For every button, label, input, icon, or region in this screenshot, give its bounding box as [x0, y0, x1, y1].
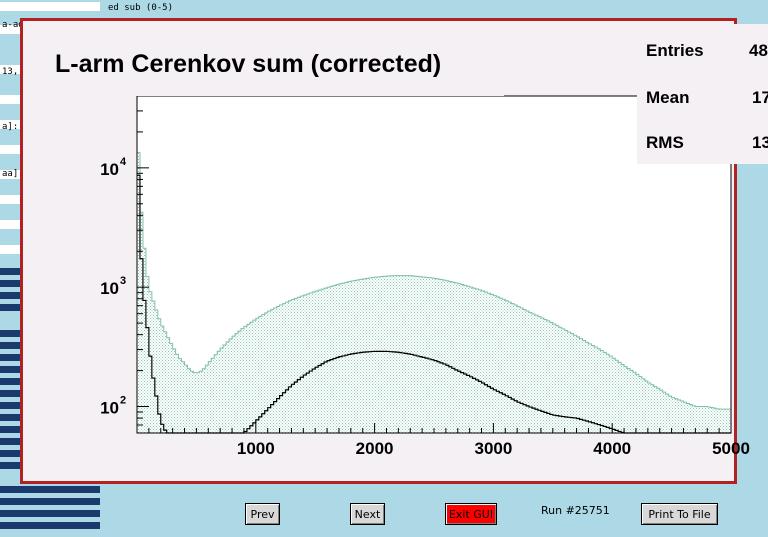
- navy-bar: [0, 268, 20, 275]
- stat-label-mean: Mean: [646, 88, 690, 107]
- terminal-line: [0, 95, 20, 104]
- histogram-series-1: [137, 174, 731, 434]
- terminal-line: [0, 245, 20, 254]
- stats-box: Entries 482 Mean 17 RMS 13: [637, 24, 768, 164]
- x-tick-label: 5000: [712, 439, 750, 458]
- navy-bar: [0, 378, 20, 385]
- stat-value-mean: 17: [752, 88, 768, 107]
- y-tick-exponent: 2: [120, 395, 126, 407]
- terminal-line: [0, 170, 20, 179]
- stat-value-entries: 482: [749, 41, 768, 60]
- prev-button[interactable]: Prev: [245, 503, 280, 525]
- stat-value-rms: 13: [752, 133, 768, 152]
- terminal-line: [0, 120, 20, 129]
- navy-bar: [0, 342, 20, 349]
- x-tick-label: 1000: [237, 439, 275, 458]
- navy-bar: [0, 510, 100, 517]
- navy-bar: [0, 366, 20, 373]
- terminal-line: [0, 2, 100, 11]
- terminal-line: [0, 145, 20, 154]
- y-tick-exponent: 4: [120, 156, 127, 168]
- navy-bar: [0, 390, 20, 397]
- chart-title: L-arm Cerenkov sum (corrected): [55, 50, 442, 78]
- terminal-line: [0, 195, 20, 204]
- navy-bar: [0, 292, 20, 299]
- x-tick-label: 3000: [474, 439, 512, 458]
- histogram-series-0: [136, 152, 732, 434]
- navy-bar: [0, 426, 20, 433]
- title-box: [36, 44, 504, 96]
- terminal-line-3: a]:: [2, 122, 19, 132]
- terminal-line: [0, 25, 20, 34]
- y-tick-exponent: 3: [120, 275, 126, 287]
- navy-bar: [0, 522, 100, 529]
- navy-bar: [0, 280, 20, 287]
- navy-bar: [0, 414, 20, 421]
- navy-bar: [0, 498, 100, 505]
- y-tick-label: 10: [100, 160, 119, 179]
- y-tick-label: 10: [100, 399, 119, 418]
- navy-bar: [0, 462, 20, 469]
- terminal-line-4: aa]: [2, 169, 19, 179]
- background-window-title: ed sub (0-5): [108, 3, 174, 13]
- run-number-label: Run #25751: [541, 504, 610, 517]
- navy-bar: [0, 330, 20, 337]
- terminal-line-1: 13,: [2, 67, 19, 77]
- navy-bar: [0, 486, 100, 493]
- exit-gui-button[interactable]: Exit GUI: [445, 503, 497, 525]
- stat-label-rms: RMS: [646, 133, 684, 152]
- x-tick-label: 2000: [356, 439, 394, 458]
- navy-bar: [0, 402, 20, 409]
- navy-bar: [0, 304, 20, 311]
- navy-bar: [0, 438, 20, 445]
- x-tick-label: 4000: [593, 439, 631, 458]
- terminal-line: [0, 65, 20, 74]
- navy-bar: [0, 354, 20, 361]
- y-tick-label: 10: [100, 279, 119, 298]
- stat-label-entries: Entries: [646, 41, 704, 60]
- print-to-file-button[interactable]: Print To File: [641, 503, 718, 525]
- navy-bar: [0, 450, 20, 457]
- next-button[interactable]: Next: [350, 503, 385, 525]
- terminal-line: [0, 220, 20, 229]
